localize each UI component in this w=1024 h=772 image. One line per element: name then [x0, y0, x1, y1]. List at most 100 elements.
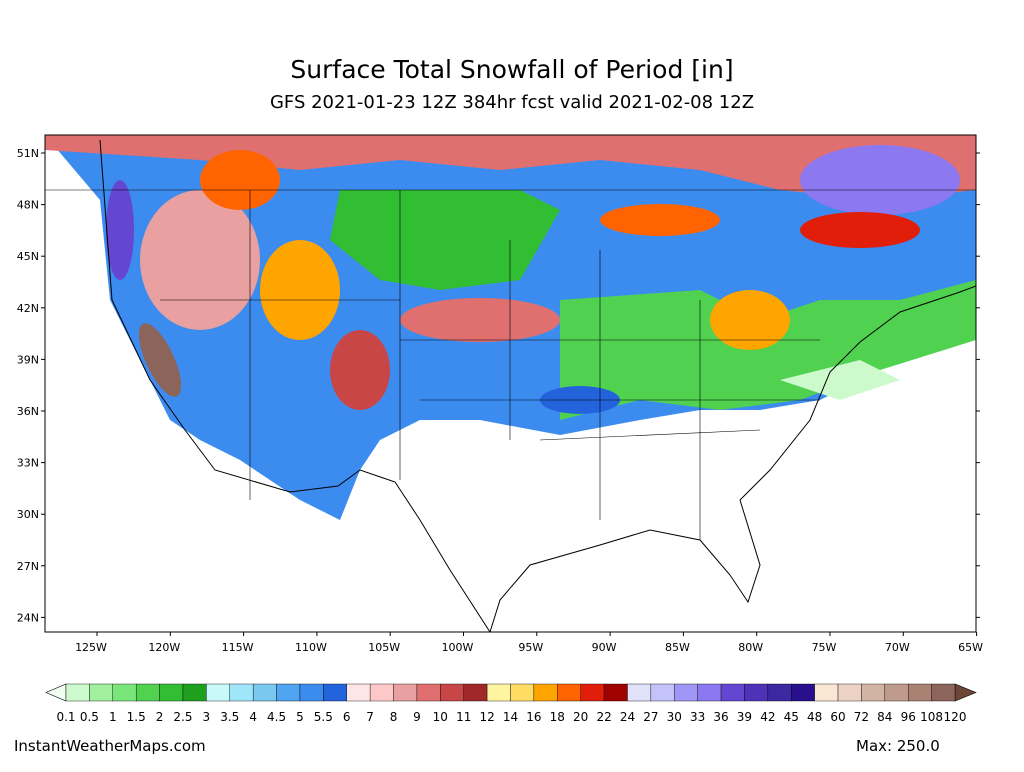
lat-label: 45N [17, 250, 39, 263]
colorbar-swatch [112, 683, 137, 702]
snow-area [400, 298, 560, 342]
snow-area [330, 330, 390, 410]
colorbar-swatch [837, 683, 862, 702]
lon-label: 85W [665, 641, 690, 654]
colorbar-label: 45 [784, 710, 799, 724]
colorbar-label: 120 [944, 710, 967, 724]
snow-area [140, 190, 260, 330]
lon-label: 120W [148, 641, 180, 654]
colorbar-swatch [720, 683, 745, 702]
colorbar-swatch [135, 683, 160, 702]
colorbar-swatch [931, 683, 956, 702]
colorbar-swatch [416, 683, 441, 702]
colorbar-label: 0.1 [56, 710, 75, 724]
colorbar-label: 84 [877, 710, 892, 724]
colorbar-swatch [65, 683, 90, 702]
colorbar-label: 24 [620, 710, 635, 724]
lon-label: 100W [442, 641, 474, 654]
snow-area [260, 240, 340, 340]
snow-area [45, 135, 976, 200]
colorbar-label: 48 [807, 710, 822, 724]
lat-label: 39N [17, 353, 39, 366]
colorbar-swatch [346, 683, 371, 702]
state-borders [45, 189, 976, 540]
colorbar-label: 30 [667, 710, 682, 724]
snow-area [200, 150, 280, 210]
lat-label: 36N [17, 405, 39, 418]
colorbar-swatch [440, 683, 464, 702]
snow-area [780, 360, 900, 400]
colorbar-swatch [206, 683, 230, 702]
lon-label: 95W [518, 641, 543, 654]
colorbar-label: 5.5 [314, 710, 333, 724]
colorbar-swatch [182, 683, 207, 702]
colorbar-label: 20 [573, 710, 588, 724]
lon-label: 110W [295, 641, 327, 654]
colorbar-swatch [323, 683, 347, 702]
colorbar-swatch [393, 683, 418, 702]
colorbar-swatch [908, 683, 932, 702]
colorbar-swatch [791, 683, 815, 702]
colorbar-swatch [159, 683, 184, 702]
colorbar-label: 8 [390, 710, 398, 724]
colorbar-label: 14 [503, 710, 518, 724]
credit: InstantWeatherMaps.com [14, 737, 206, 755]
snow-area [710, 290, 790, 350]
colorbar-label: 2.5 [173, 710, 192, 724]
lon-label: 70W [885, 641, 910, 654]
subtitle: GFS 2021-01-23 12Z 384hr fcst valid 2021… [270, 92, 754, 113]
colorbar-label: 3.5 [220, 710, 239, 724]
colorbar-swatch [533, 683, 558, 702]
colorbar-label: 0.5 [80, 710, 99, 724]
colorbar-label: 9 [413, 710, 421, 724]
colorbar-label: 11 [456, 710, 471, 724]
colorbar-swatch [252, 683, 277, 702]
colorbar-label: 2 [156, 710, 164, 724]
colorbar-label: 60 [830, 710, 845, 724]
colorbar-label: 7 [366, 710, 374, 724]
colorbar-label: 4 [249, 710, 257, 724]
lat-label: 30N [17, 508, 39, 521]
colorbar-swatch [486, 683, 511, 702]
snow-area [800, 212, 920, 248]
lat-label: 33N [17, 457, 39, 470]
colorbar-swatch [299, 683, 324, 702]
snow-area [600, 204, 720, 236]
colorbar: 0.1 0.5 1 1.5 2 2.5 3 3.5 4 4.5 5 5.5 6 7 8 9 10 11 12 14 16… [45, 683, 977, 724]
colorbar-swatch [89, 683, 113, 702]
lon-label: 80W [738, 641, 763, 654]
colorbar-label: 36 [713, 710, 728, 724]
colorbar-label: 3 [203, 710, 211, 724]
colorbar-label: 1 [109, 710, 117, 724]
lon-label: 90W [592, 641, 617, 654]
colorbar-label: 4.5 [267, 710, 286, 724]
coastline [99, 139, 976, 632]
lat-label: 51N [17, 147, 39, 160]
colorbar-label: 10 [433, 710, 448, 724]
colorbar-label: 33 [690, 710, 705, 724]
colorbar-label: 96 [901, 710, 916, 724]
colorbar-label: 6 [343, 710, 351, 724]
lon-label: 65W [958, 641, 983, 654]
axis-ticks: 51N 48N 45N 42N 39N 36N 33N 30N 27N 24N 125W 120W 11… [17, 147, 983, 654]
colorbar-swatch [674, 683, 698, 702]
snow-area [330, 190, 560, 290]
lon-label: 75W [812, 641, 837, 654]
colorbar-swatch [369, 683, 394, 702]
lon-label: 125W [75, 641, 107, 654]
colorbar-swatch [229, 683, 254, 702]
colorbar-label: 16 [526, 710, 541, 724]
colorbar-label: 12 [479, 710, 494, 724]
colorbar-swatch [814, 683, 839, 702]
lon-label: 115W [222, 641, 254, 654]
colorbar-swatch [627, 683, 652, 702]
colorbar-over [954, 683, 977, 702]
colorbar-swatch [650, 683, 675, 702]
colorbar-label: 5 [296, 710, 304, 724]
lat-label: 24N [17, 611, 39, 624]
colorbar-swatch [463, 683, 488, 702]
colorbar-label: 27 [643, 710, 658, 724]
map-frame [44, 134, 977, 633]
lon-label: 105W [368, 641, 400, 654]
snow-area [106, 180, 134, 280]
